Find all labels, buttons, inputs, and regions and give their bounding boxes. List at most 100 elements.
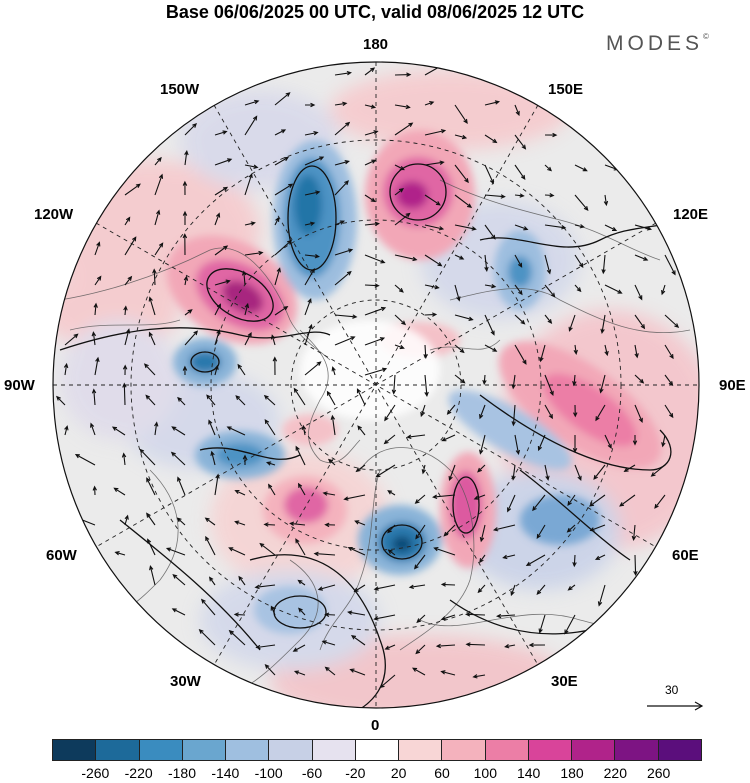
wind-vector [661,434,666,448]
wind-vectors [56,64,680,689]
wind-vector [472,674,486,679]
wind-vector [511,374,516,390]
wind-vector [154,156,162,166]
wind-vector [454,134,468,140]
wind-vector [182,365,188,376]
wind-vector [564,614,576,635]
vector-reference-value: 30 [665,683,679,697]
wind-vector [124,328,131,346]
wind-vector [182,180,188,196]
wind-vector [297,482,306,496]
wind-vector [654,494,666,509]
wind-vector [327,458,336,466]
wind-vector [454,164,469,184]
wind-vector [148,296,156,316]
colorbar-swatch [527,740,572,760]
height-contours [59,163,681,708]
wind-vector [375,464,396,478]
colorbar-ticks: -260 -220 -180 -140 -100 -60 -20 20 60 100 140 180 2… [0,765,750,783]
wind-vector [383,434,396,445]
wind-vector [574,224,585,229]
wind-vector [124,514,129,526]
wind-vector [544,164,553,172]
wind-vector [292,644,306,652]
wind-vector [304,156,325,166]
wind-vector [244,115,258,136]
wind-vector [184,309,193,316]
wind-vector [420,404,426,418]
wind-vector [244,221,256,226]
wind-vector [415,644,426,655]
wind-vector [274,129,287,136]
wind-vector [597,584,606,607]
wind-vector [154,421,159,436]
wind-vector [244,250,264,256]
wind-vector [496,613,516,619]
wind-vector [364,337,386,346]
wind-vector [634,224,653,231]
colorbar [52,739,702,761]
wind-vector [214,130,228,136]
colorbar-swatch [138,740,182,760]
wind-vector [214,279,231,286]
wind-vector [432,494,456,500]
wind-vector [304,267,315,286]
wind-vector [170,451,186,466]
wind-vector [573,404,578,418]
wind-vector [259,542,276,556]
colorbar-tick-label: -180 [167,765,197,781]
wind-vector [334,314,358,319]
wind-vector [274,183,294,196]
wind-vector [94,275,102,286]
wind-vector [664,314,680,328]
wind-vector [454,104,468,124]
colorbar-tick-label: 60 [434,765,450,781]
wind-vector [364,67,376,76]
colorbar-swatch [614,740,658,760]
wind-vector [532,494,546,512]
wind-vector [484,224,496,240]
wind-vector [177,396,186,406]
wind-vector [289,521,306,526]
wind-vector [146,477,156,496]
wind-vector [228,629,246,646]
wind-vector [183,275,189,286]
wind-vector [664,404,674,419]
wind-vector [538,614,546,634]
wind-vector [206,394,216,406]
wind-vector [511,464,516,481]
wind-vector [364,367,388,376]
wind-vector [514,344,527,365]
wind-vector [423,344,428,360]
wind-vector [484,314,495,336]
wind-vector [394,104,411,110]
colorbar-tick-label: -60 [301,765,323,781]
wind-vector [364,283,380,288]
wind-vector [235,395,246,406]
vector-reference: 30 [645,683,705,713]
wind-vector [274,216,280,226]
wind-vector [448,464,456,482]
vector-reference-arrow [647,701,704,711]
wind-vector [334,70,352,76]
wind-vector [214,158,233,166]
wind-vector [272,356,278,376]
wind-vector [373,614,396,621]
wind-vector [274,267,281,286]
colorbar-swatch [268,740,312,760]
wind-vector [477,464,486,473]
wind-vector [634,404,643,423]
wind-vector [244,172,253,196]
colorbar-tick-label: 140 [516,765,541,781]
wind-vector [364,159,377,166]
wind-vector [484,164,494,185]
wind-vector [364,254,386,264]
pole-neutral-area [300,320,440,420]
wind-vector [525,554,546,567]
wind-vector [241,270,247,286]
wind-vector [93,302,98,316]
wind-vector [304,254,320,259]
wind-vector [355,464,366,473]
wind-vector [172,573,186,586]
